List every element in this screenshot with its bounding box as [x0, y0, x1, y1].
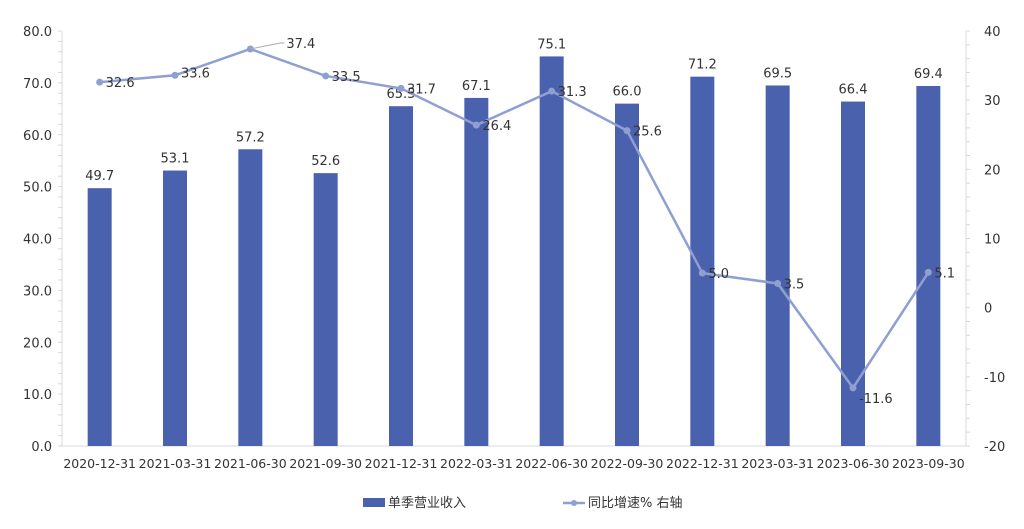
left-tick-label: 80.0 [23, 25, 52, 40]
left-tick-label: 50.0 [23, 181, 52, 196]
left-tick-label: 0.0 [31, 440, 52, 455]
revenue-bar-label: 69.4 [914, 67, 943, 82]
growth-point-label: 31.7 [407, 82, 436, 97]
right-tick-label: 40 [984, 25, 1001, 40]
revenue-bar-label: 53.1 [161, 152, 190, 167]
growth-point [397, 84, 405, 92]
left-tick-label: 70.0 [23, 77, 52, 92]
revenue-bar [464, 97, 489, 446]
x-tick-label: 2022-06-30 [515, 456, 588, 471]
revenue-bar-label: 75.1 [537, 37, 566, 52]
growth-point-label: 26.4 [482, 119, 511, 134]
right-tick-label: 20 [984, 163, 1001, 178]
growth-point [548, 87, 556, 95]
growth-point-label: 33.5 [332, 70, 361, 85]
left-tick-label: 10.0 [23, 388, 52, 403]
right-tick-label: 0 [984, 302, 992, 317]
legend-line-marker [571, 500, 577, 506]
revenue-bar [163, 170, 187, 446]
growth-point [698, 269, 706, 277]
revenue-bar-label: 67.1 [462, 79, 491, 94]
legend-bar-label: 单季营业收入 [388, 496, 466, 511]
growth-point-label: 31.3 [558, 85, 587, 100]
x-tick-label: 2023-09-30 [892, 456, 965, 471]
growth-point-label: 32.6 [106, 76, 135, 91]
left-tick-label: 60.0 [23, 129, 52, 144]
growth-line [99, 47, 930, 391]
revenue-bar [615, 103, 639, 446]
revenue-bar-label: 52.6 [311, 154, 340, 169]
revenue-bar-label: 66.0 [613, 85, 642, 100]
left-tick-label: 20.0 [23, 336, 52, 351]
growth-point [472, 121, 480, 129]
left-tick-label: 40.0 [23, 233, 52, 248]
growth-point [96, 78, 104, 86]
x-tick-label: 2020-12-31 [63, 456, 136, 471]
revenue-bar [539, 56, 564, 446]
revenue-bar [765, 85, 790, 446]
growth-point [774, 279, 782, 287]
revenue-bar-label: 71.2 [688, 58, 717, 73]
revenue-bar-label: 57.2 [236, 130, 265, 145]
growth-point-label: 5.1 [934, 266, 955, 281]
x-tick-label: 2021-06-30 [214, 456, 287, 471]
right-tick-label: 30 [984, 94, 1001, 109]
x-tick-label: 2021-09-30 [289, 456, 362, 471]
legend-bar-swatch [363, 498, 385, 507]
x-tick-label: 2023-03-31 [741, 456, 814, 471]
revenue-bar-label: 66.4 [839, 83, 868, 98]
x-tick-label: 2022-12-31 [666, 456, 739, 471]
legend-line-label: 同比增速% 右轴 [588, 496, 683, 511]
x-tick-label: 2021-12-31 [365, 456, 438, 471]
growth-point-label: 5.0 [708, 267, 729, 282]
revenue-bar [690, 76, 715, 447]
right-tick-label: -20 [984, 440, 1005, 455]
revenue-bar [238, 149, 263, 446]
revenue-bar [313, 173, 338, 446]
revenue-bar-label: 49.7 [85, 169, 114, 184]
growth-point [623, 127, 631, 135]
revenue-bar [916, 85, 941, 447]
revenue-bar [389, 106, 413, 446]
revenue-bar [87, 188, 112, 446]
x-tick-label: 2022-03-31 [440, 456, 513, 471]
revenue-bar-label: 69.5 [763, 66, 792, 81]
growth-point-label: 25.6 [633, 125, 662, 140]
x-tick-label: 2022-09-30 [591, 456, 664, 471]
right-tick-label: 10 [984, 233, 1001, 248]
growth-point [322, 72, 330, 80]
growth-point-label: 33.6 [181, 66, 210, 81]
growth-point [849, 384, 857, 392]
growth-point-label: 37.4 [286, 37, 315, 52]
growth-point [924, 268, 932, 276]
x-tick-label: 2021-03-31 [139, 456, 212, 471]
growth-point-label: 3.5 [784, 277, 805, 292]
right-tick-label: -10 [984, 371, 1005, 386]
label-leader-line [250, 42, 285, 50]
x-tick-label: 2023-06-30 [817, 456, 890, 471]
growth-point [171, 71, 179, 79]
growth-point-label: -11.6 [859, 392, 893, 407]
left-tick-label: 30.0 [23, 284, 52, 299]
